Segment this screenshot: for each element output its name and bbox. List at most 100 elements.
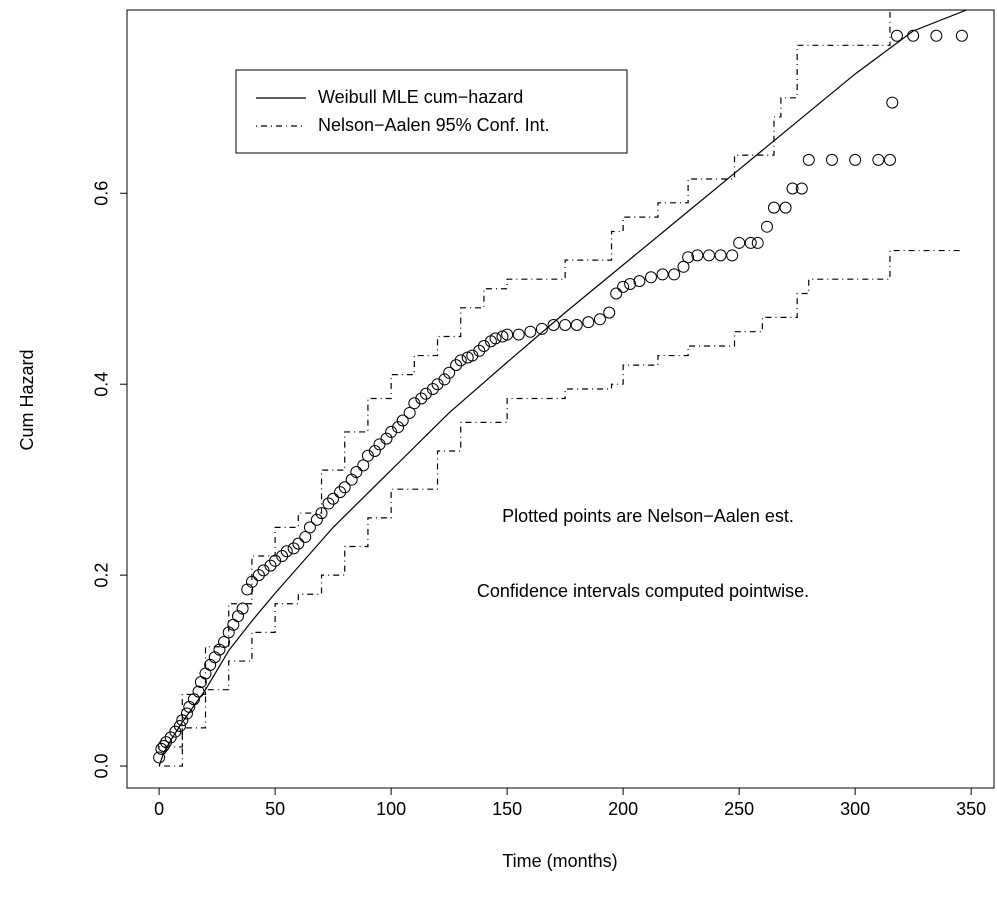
point — [501, 328, 514, 341]
point — [617, 280, 630, 293]
point — [547, 319, 560, 332]
plot-area — [153, 10, 968, 767]
point — [656, 268, 669, 281]
x-tick-label: 50 — [265, 799, 285, 819]
point — [886, 96, 899, 109]
x-tick-label: 150 — [492, 799, 522, 819]
x-tick-label: 0 — [154, 799, 164, 819]
point — [264, 559, 277, 572]
legend — [235, 69, 628, 154]
point — [236, 602, 249, 615]
point — [292, 537, 305, 550]
point — [610, 287, 623, 300]
point — [524, 325, 537, 338]
point — [570, 319, 583, 332]
point — [786, 182, 799, 195]
point — [385, 425, 398, 438]
point — [872, 153, 885, 166]
point — [767, 201, 780, 214]
point — [489, 332, 502, 345]
point — [419, 387, 432, 400]
point — [907, 29, 920, 42]
point — [276, 550, 289, 563]
point — [415, 392, 428, 405]
x-tick-label: 200 — [608, 799, 638, 819]
point — [431, 378, 444, 391]
point — [691, 249, 704, 262]
line — [159, 249, 962, 767]
point — [668, 268, 681, 281]
point — [733, 236, 746, 249]
point — [155, 742, 168, 755]
point — [714, 249, 727, 262]
line — [159, 11, 891, 748]
point — [825, 153, 838, 166]
point — [450, 359, 463, 372]
point — [955, 29, 968, 42]
point — [751, 236, 764, 249]
point — [883, 153, 896, 166]
point — [443, 366, 456, 379]
point — [194, 676, 207, 689]
point — [303, 521, 316, 534]
y-tick-label: 0.2 — [92, 563, 112, 588]
point — [180, 707, 193, 720]
point — [593, 313, 606, 326]
point — [257, 564, 270, 577]
x-axis-label: Time (months) — [502, 851, 617, 871]
x-tick-label: 100 — [376, 799, 406, 819]
point — [603, 306, 616, 319]
point — [702, 249, 715, 262]
point — [338, 481, 351, 494]
point — [795, 182, 808, 195]
y-tick-label: 0.0 — [92, 754, 112, 779]
x-tick-label: 300 — [840, 799, 870, 819]
point — [252, 569, 265, 582]
annotation: Plotted points are Nelson−Aalen est. — [502, 506, 794, 526]
point — [644, 271, 657, 284]
y-tick-label: 0.6 — [92, 181, 112, 206]
point — [408, 397, 421, 410]
annotation: Confidence intervals computed pointwise. — [477, 581, 809, 601]
point — [327, 492, 340, 505]
point — [726, 249, 739, 262]
legend-label: Nelson−Aalen 95% Conf. Int. — [318, 115, 550, 135]
point — [153, 751, 166, 764]
point — [624, 277, 637, 290]
point — [466, 349, 479, 362]
point — [361, 449, 374, 462]
point — [849, 153, 862, 166]
point — [890, 29, 903, 42]
x-tick-label: 250 — [724, 799, 754, 819]
point — [477, 340, 490, 353]
point — [582, 316, 595, 329]
point — [930, 29, 943, 42]
point — [392, 421, 405, 434]
point — [760, 220, 773, 233]
point — [677, 260, 690, 273]
point — [473, 344, 486, 357]
point — [173, 719, 186, 732]
point — [218, 635, 231, 648]
legend-label: Weibull MLE cum−hazard — [318, 87, 523, 107]
point — [559, 319, 572, 332]
point — [368, 445, 381, 458]
point — [682, 251, 695, 264]
point — [535, 322, 548, 335]
line — [158, 10, 967, 767]
point — [299, 530, 312, 543]
point — [779, 201, 792, 214]
point — [512, 328, 525, 341]
point — [802, 153, 815, 166]
point — [438, 373, 451, 386]
point — [426, 382, 439, 395]
point — [199, 667, 212, 680]
point — [310, 513, 323, 526]
point — [334, 486, 347, 499]
point — [380, 432, 393, 445]
point — [280, 545, 293, 558]
point — [287, 542, 300, 555]
y-axis-label: Cum Hazard — [17, 349, 37, 450]
point — [454, 354, 467, 367]
